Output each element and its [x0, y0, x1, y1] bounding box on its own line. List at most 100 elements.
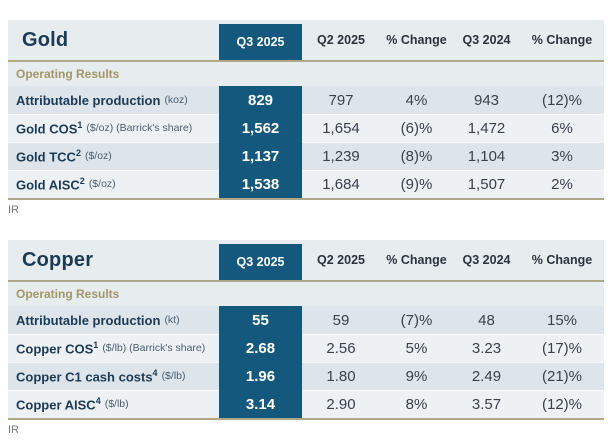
footnote-superscript: 2	[75, 147, 81, 158]
row-label: Copper COS1	[16, 340, 98, 356]
footnote-superscript: 1	[77, 119, 83, 130]
row-unit: ($/lb) (Barrick's share)	[102, 342, 206, 354]
cell-value: 1,684	[322, 175, 360, 193]
cell-value: 2.49	[471, 367, 502, 385]
table-gap	[0, 218, 612, 240]
cell-value: (17)%	[541, 339, 582, 357]
copper-results-table: Copper Q3 2025 Q2 2025 % Change Q3 2024 % Cha…	[8, 240, 604, 420]
column-header: Q2 2025	[317, 33, 365, 47]
footnote-superscript: 4	[95, 395, 101, 406]
row-label-text: Copper COS	[16, 341, 94, 357]
cell-value: 5%	[405, 339, 428, 357]
cell-value: 1,507	[467, 175, 506, 193]
cell-value: 3.23	[471, 339, 502, 357]
cell-value-current-quarter: 2.68	[219, 334, 302, 362]
table-row: Copper AISC4 ($/lb) 3.14 2.90 8% 3.57 (12)%	[8, 390, 604, 418]
table-row: Gold AISC2 ($/oz) 1,538 1,684 (9)% 1,507 2%	[8, 170, 604, 198]
table-row: Attributable production (koz) 829 797 4% 943 (…	[8, 86, 604, 114]
row-label-text: Copper AISC	[16, 397, 96, 413]
row-label: Copper C1 cash costs4	[16, 368, 158, 384]
row-label: Gold TCC2	[16, 148, 81, 164]
cell-value: 9%	[405, 367, 428, 385]
cell-value-current-quarter: 3.14	[219, 390, 302, 418]
cell-value-current-quarter: 55	[219, 306, 302, 334]
cell-value: (12)%	[541, 91, 582, 109]
table-header-row: Copper Q3 2025 Q2 2025 % Change Q3 2024 % Cha…	[8, 240, 604, 282]
table-header-row: Gold Q3 2025 Q2 2025 % Change Q3 2024 % Chang…	[8, 20, 604, 62]
footnote-superscript: 4	[152, 367, 158, 378]
column-header: % Change	[386, 33, 447, 47]
table-row: Attributable production (kt) 55 59 (7)% 48 15%	[8, 306, 604, 334]
ir-caption: IR	[8, 424, 19, 436]
table-title: Copper	[22, 248, 94, 271]
cell-value: 1,239	[322, 147, 360, 165]
footnote-superscript: 1	[93, 339, 99, 350]
section-label: Operating Results	[8, 282, 604, 306]
cell-value: 2%	[551, 175, 573, 193]
column-header-current-quarter: Q3 2025	[219, 244, 302, 280]
row-label: Copper AISC4	[16, 396, 101, 412]
row-label: Attributable production	[16, 93, 160, 108]
cell-value-current-quarter: 1.96	[219, 362, 302, 390]
column-header: % Change	[531, 33, 593, 47]
table-row: Copper COS1 ($/lb) (Barrick's share) 2.68 2…	[8, 334, 604, 362]
row-label-text: Attributable production	[16, 92, 161, 108]
row-unit: (koz)	[164, 94, 188, 106]
row-unit: ($/lb)	[104, 398, 129, 410]
row-label-text: Gold COS	[16, 121, 78, 137]
row-label-cell: Copper COS1 ($/lb) (Barrick's share)	[8, 334, 219, 362]
table-row: Copper C1 cash costs4 ($/lb) 1.96 1.80 9% 2.4…	[8, 362, 604, 390]
row-unit: ($/oz) (Barrick's share)	[86, 122, 193, 134]
column-header: Q3 2024	[462, 253, 511, 267]
cell-value: 1,104	[467, 147, 506, 165]
table-title: Gold	[22, 28, 69, 51]
cell-value: 3.57	[471, 395, 502, 413]
row-label-text: Gold TCC	[16, 149, 76, 165]
column-header: % Change	[531, 253, 593, 267]
column-header: Q2 2025	[317, 253, 365, 267]
row-label: Gold AISC2	[16, 176, 85, 192]
table-row: Gold TCC2 ($/oz) 1,137 1,239 (8)% 1,104 3%	[8, 142, 604, 170]
cell-value: (6)%	[400, 119, 433, 137]
cell-value: 59	[332, 311, 350, 329]
row-unit: ($/oz)	[84, 150, 112, 162]
section-label: Operating Results	[8, 62, 604, 86]
cell-value: 943	[473, 91, 500, 109]
row-label-text: Attributable production	[16, 312, 161, 328]
cell-value: 797	[328, 91, 354, 109]
cell-value: 48	[478, 311, 495, 329]
cell-value: 3%	[551, 147, 573, 165]
gold-results-table: Gold Q3 2025 Q2 2025 % Change Q3 2024 % Chang…	[8, 20, 604, 200]
cell-value: 15%	[546, 311, 578, 329]
table-row: Gold COS1 ($/oz) (Barrick's share) 1,562 1,…	[8, 114, 604, 142]
footnote-superscript: 2	[79, 175, 85, 186]
row-label: Gold COS1	[16, 120, 82, 136]
row-label-cell: Gold COS1 ($/oz) (Barrick's share)	[8, 114, 219, 142]
row-unit: (kt)	[164, 314, 180, 326]
cell-value-current-quarter: 1,538	[219, 170, 302, 198]
cell-value: 1,472	[467, 119, 506, 137]
cell-value: (7)%	[400, 311, 433, 329]
row-label-cell: Gold AISC2 ($/oz)	[8, 170, 219, 198]
row-label-text: Gold AISC	[16, 177, 80, 193]
column-header-current-quarter: Q3 2025	[219, 24, 302, 60]
cell-value: 1,654	[322, 119, 360, 137]
row-unit: ($/lb)	[161, 370, 186, 382]
cell-value-current-quarter: 829	[219, 86, 302, 114]
cell-value: (8)%	[400, 147, 433, 165]
cell-value: (9)%	[400, 175, 433, 193]
cell-value: 1.80	[326, 367, 356, 385]
cell-value: (12)%	[541, 395, 582, 413]
ir-caption: IR	[8, 204, 19, 216]
column-header: Q3 2024	[462, 33, 511, 47]
cell-value: 8%	[405, 395, 428, 413]
row-label-text: Copper C1 cash costs	[16, 369, 153, 385]
row-label-cell: Copper AISC4 ($/lb)	[8, 390, 219, 418]
cell-value: 4%	[405, 91, 428, 109]
row-label-cell: Attributable production (kt)	[8, 306, 219, 334]
cell-value: (21)%	[541, 367, 582, 385]
cell-value: 2.90	[326, 395, 356, 413]
row-label: Attributable production	[16, 313, 160, 328]
row-label-cell: Attributable production (koz)	[8, 86, 219, 114]
cell-value-current-quarter: 1,562	[219, 114, 302, 142]
